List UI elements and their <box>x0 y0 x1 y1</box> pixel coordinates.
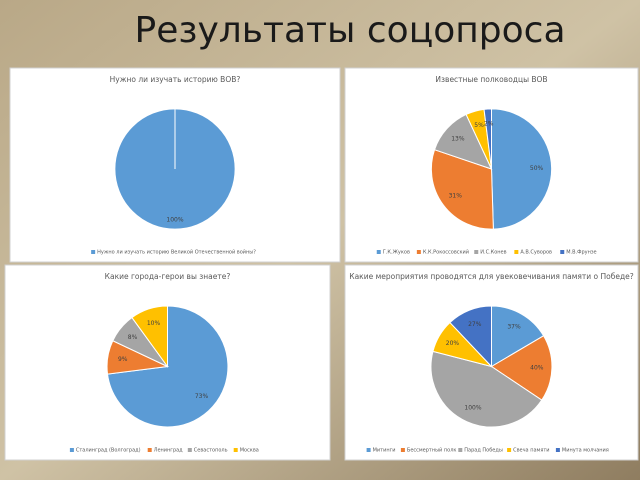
legend-label: Митинги <box>373 448 396 454</box>
legend-swatch <box>147 448 152 452</box>
value-label: 8% <box>128 334 138 341</box>
legend-swatch <box>514 250 519 254</box>
value-label: 13% <box>451 135 465 142</box>
legend-swatch <box>69 448 74 452</box>
value-label: 37% <box>507 324 521 331</box>
value-label: 27% <box>468 321 482 328</box>
value-label: 2% <box>484 120 494 127</box>
legend-label: А.В.Суворов <box>520 250 552 256</box>
legend-swatch <box>458 448 463 452</box>
chart-title: Какие города-герои вы знаете? <box>105 272 231 281</box>
legend-label: Минута молчания <box>562 448 609 454</box>
value-label: 73% <box>195 393 209 400</box>
legend-label: Бессмертный полк <box>407 447 457 454</box>
legend-swatch <box>366 448 371 452</box>
legend-label: Нужно ли изучать историю Великой Отечест… <box>97 249 256 256</box>
pie-slice <box>483 108 492 170</box>
legend-swatch <box>187 448 192 452</box>
legend-label: Севастополь <box>194 448 228 454</box>
pie-slice <box>449 305 492 368</box>
value-label: 40% <box>530 364 544 371</box>
legend-label: Ленинград <box>154 448 183 454</box>
legend-label: Сталинград (Волгоград) <box>76 448 141 454</box>
legend-swatch <box>91 250 96 254</box>
value-label: 5% <box>474 122 484 129</box>
pie-slice <box>430 149 494 230</box>
value-label: 100% <box>166 217 183 224</box>
legend-swatch <box>400 448 405 452</box>
legend-swatch <box>507 448 512 452</box>
legend-swatch <box>474 250 479 254</box>
legend-swatch <box>555 448 560 452</box>
legend-label: Свеча памяти <box>513 448 549 454</box>
legend-label: М.В.Фрунзе <box>566 250 596 256</box>
pie-slice <box>491 108 553 230</box>
pie-slice <box>491 305 545 368</box>
slide-title: Результаты соцопроса <box>134 10 565 51</box>
value-label: 31% <box>449 192 463 199</box>
value-label: 20% <box>446 340 460 347</box>
legend-label: Москва <box>240 448 259 454</box>
chart-title: Известные полководцы ВОВ <box>435 75 547 84</box>
legend-swatch <box>376 250 381 254</box>
legend-label: Парад Победы <box>464 448 503 454</box>
chart-title: Нужно ли изучать историю ВОВ? <box>110 75 241 84</box>
legend-label: Г.К.Жуков <box>383 250 410 256</box>
legend-label: И.С.Конев <box>480 250 506 256</box>
pie-slice <box>131 305 168 369</box>
legend-swatch <box>233 448 238 452</box>
pie-slice <box>430 350 543 428</box>
value-label: 10% <box>147 320 161 327</box>
legend-swatch <box>560 250 565 254</box>
legend-swatch <box>416 250 421 254</box>
value-label: 9% <box>118 356 128 363</box>
chart-title: Какие мероприятия проводятся для увекове… <box>349 272 634 281</box>
value-label: 50% <box>530 165 544 172</box>
legend-label: К.К.Рокоссовский <box>423 249 469 256</box>
value-label: 100% <box>464 404 481 411</box>
pie-slice <box>490 335 553 401</box>
